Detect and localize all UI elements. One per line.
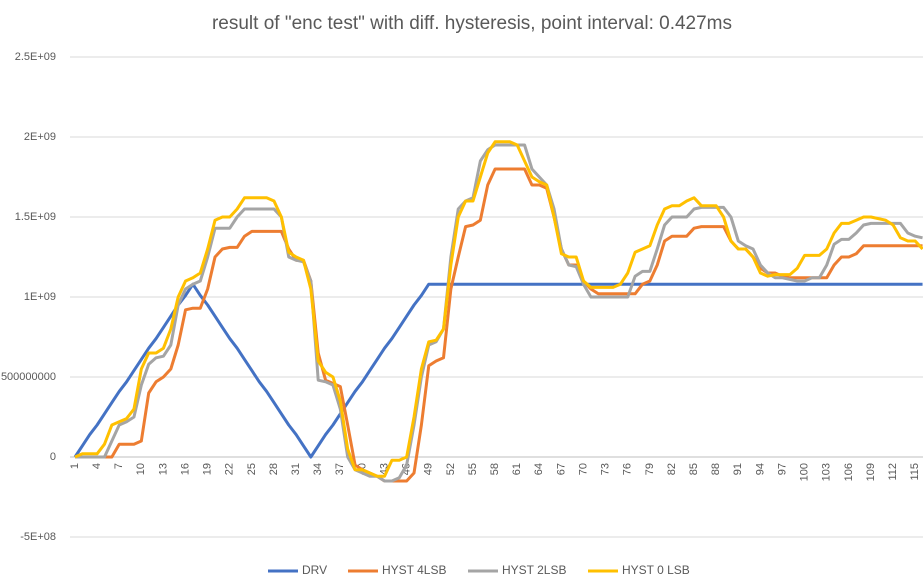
x-tick-label: 55 — [467, 463, 479, 475]
legend-label: HYST 2LSB — [502, 563, 566, 577]
y-tick-label: 1E+09 — [24, 291, 56, 303]
y-tick-label: 500000000 — [1, 371, 56, 383]
x-tick-label: 34 — [312, 463, 324, 475]
x-tick-label: 13 — [157, 463, 169, 475]
y-tick-label: 1.5E+09 — [15, 211, 56, 223]
y-tick-label: 0 — [50, 451, 56, 463]
x-tick-label: 82 — [666, 463, 678, 475]
x-tick-label: 25 — [246, 463, 258, 475]
x-tick-label: 64 — [533, 463, 545, 475]
legend-label: HYST 4LSB — [382, 563, 446, 577]
x-tick-label: 61 — [511, 463, 523, 475]
x-tick-label: 100 — [799, 463, 811, 481]
y-tick-label: 2E+09 — [24, 131, 56, 143]
x-tick-label: 70 — [577, 463, 589, 475]
series-line — [73, 282, 923, 459]
x-tick-label: 67 — [555, 463, 567, 475]
x-tick-label: 115 — [909, 463, 921, 481]
x-tick-label: 37 — [334, 463, 346, 475]
y-tick-label: 2.5E+09 — [15, 51, 56, 63]
x-tick-label: 16 — [179, 463, 191, 475]
x-tick-label: 76 — [622, 463, 634, 475]
x-tick-label: 106 — [843, 463, 855, 481]
x-tick-label: 88 — [710, 463, 722, 475]
x-tick-label: 10 — [135, 463, 147, 475]
x-tick-label: 85 — [688, 463, 700, 475]
legend-label: HYST 0 LSB — [622, 563, 690, 577]
series-line — [75, 167, 923, 483]
x-tick-label: 79 — [644, 463, 656, 475]
x-tick-label: 22 — [224, 463, 236, 475]
x-tick-label: 112 — [887, 463, 899, 481]
x-tick-label: 19 — [202, 463, 214, 475]
chart-title: result of "enc test" with diff. hysteres… — [212, 13, 732, 34]
x-tick-label: 7 — [113, 463, 125, 469]
x-tick-label: 1 — [69, 463, 81, 469]
legend-label: DRV — [302, 563, 327, 577]
x-tick-label: 109 — [865, 463, 877, 481]
x-tick-label: 94 — [754, 463, 766, 475]
x-tick-label: 58 — [489, 463, 501, 475]
series-line — [74, 140, 923, 478]
x-tick-label: 73 — [600, 463, 612, 475]
x-tick-label: 49 — [423, 463, 435, 475]
series-line — [75, 143, 923, 483]
x-tick-label: 103 — [821, 463, 833, 481]
y-tick-label: -5E+08 — [20, 531, 56, 543]
x-tick-label: 28 — [268, 463, 280, 475]
x-tick-label: 31 — [290, 463, 302, 475]
x-tick-label: 91 — [732, 463, 744, 475]
x-tick-label: 97 — [776, 463, 788, 475]
x-tick-label: 52 — [445, 463, 457, 475]
x-tick-label: 4 — [91, 463, 103, 469]
